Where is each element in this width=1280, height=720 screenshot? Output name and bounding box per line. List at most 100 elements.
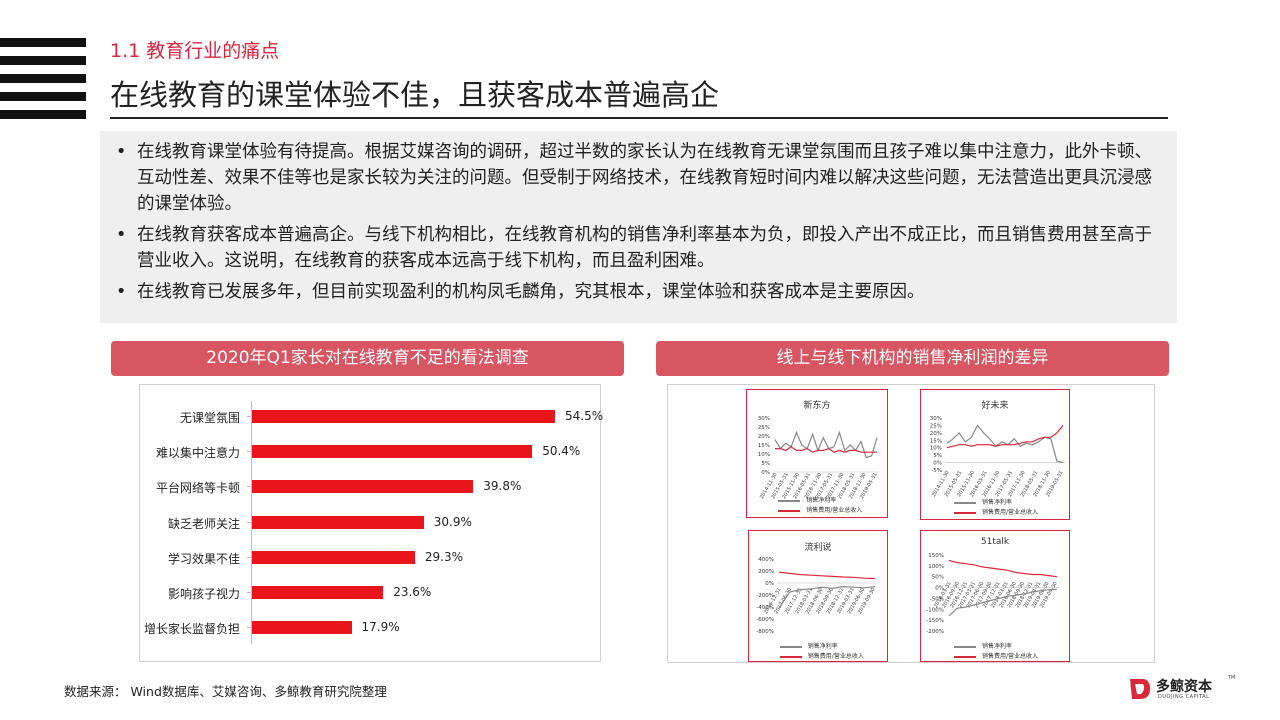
legend-label: 销售净利率 bbox=[806, 497, 837, 504]
decor-stripe bbox=[0, 38, 86, 47]
y-tick-label: 20% bbox=[930, 431, 942, 437]
bar-axis-tick bbox=[247, 451, 252, 453]
legend-item: 销售净利率 bbox=[954, 497, 1012, 506]
bar-value-label: 50.4% bbox=[542, 444, 581, 459]
decor-stripe bbox=[0, 74, 86, 83]
line-chart-svg: 30%25%20%15%10%5%0%-5%2014-11-302015-05-… bbox=[930, 416, 1065, 498]
bar-category-label: 缺乏老师关注 bbox=[167, 516, 240, 531]
legend-swatch bbox=[779, 645, 802, 648]
y-tick-label: 15% bbox=[758, 443, 770, 449]
line-chart-svg: 30%25%20%15%10%5%0%2014-11-302015-05-312… bbox=[758, 416, 879, 500]
y-tick-label: 0% bbox=[933, 461, 942, 467]
y-tick-label: -5% bbox=[931, 468, 942, 474]
legend-swatch bbox=[778, 509, 801, 512]
bar-category-label: 平台网络等卡顿 bbox=[155, 481, 240, 496]
legend-item: 销售净利率 bbox=[779, 641, 838, 650]
y-tick-label: -600% bbox=[756, 617, 774, 623]
bar-category-label: 难以集中注意力 bbox=[155, 446, 240, 461]
bar-axis-tick bbox=[247, 486, 252, 488]
bar bbox=[252, 410, 555, 423]
y-tick-label: -150% bbox=[926, 618, 944, 624]
bullet-item: • 在线教育课堂体验有待提高。根据艾媒咨询的调研，超过半数的家长认为在线教育无课… bbox=[110, 139, 1167, 217]
y-tick-label: -100% bbox=[926, 607, 944, 613]
line-chart-51talk: 51talk 150% 100% 50% 0% -50% -100% -150% -200% 2… bbox=[920, 530, 1070, 662]
company-logo: 多鲸资本 DUOJING CAPITAL TM bbox=[1128, 675, 1240, 702]
y-tick-label: -50% bbox=[930, 596, 944, 602]
bullet-text: 在线教育课堂体验有待提高。根据艾媒咨询的调研，超过半数的家长认为在线教育无课堂氛… bbox=[137, 142, 1152, 214]
bar bbox=[252, 515, 424, 529]
bullet-text: 在线教育已发展多年，但目前实现盈利的机构凤毛麟角，究其根本，课堂体验和获客成本是… bbox=[137, 282, 925, 302]
y-tick-label: -800% bbox=[756, 629, 774, 635]
section-label: 1.1 教育行业的痛点 bbox=[110, 40, 280, 62]
series-line bbox=[778, 585, 876, 609]
y-tick-label: 400% bbox=[758, 557, 774, 563]
y-tick-label: 0% bbox=[935, 586, 944, 592]
y-tick-label: 100% bbox=[928, 564, 944, 570]
y-tick-label: 200% bbox=[758, 569, 774, 575]
bar-axis-tick bbox=[247, 627, 252, 629]
bar-axis-tick bbox=[247, 521, 252, 523]
y-tick-label: 50% bbox=[932, 575, 944, 581]
bar bbox=[252, 480, 474, 494]
bar-category-label: 增长家长监督负担 bbox=[143, 622, 240, 637]
legend-label: 销售费用/营业总收入 bbox=[807, 653, 864, 660]
line-chart-xdf: 新东方 30% 25% 20% 15% 10% 5% 0% 2014-11-30 2015-05… bbox=[746, 389, 888, 518]
legend-item: 销售净利率 bbox=[954, 641, 1012, 650]
decor-stripe bbox=[0, 56, 86, 65]
legend-swatch bbox=[778, 499, 801, 502]
page-title: 在线教育的课堂体验不佳，且获客成本普遍高企 bbox=[110, 78, 720, 112]
bullet-text: 在线教育获客成本普遍高企。与线下机构相比，在线教育机构的销售净利率基本为负，即投… bbox=[137, 225, 1152, 271]
bar-value-label: 29.3% bbox=[424, 549, 464, 564]
y-tick-label: 25% bbox=[758, 425, 770, 431]
bar-value-label: 30.9% bbox=[433, 514, 472, 529]
y-tick-label: 0% bbox=[761, 470, 770, 476]
bar-category-label: 无课堂氛围 bbox=[179, 411, 240, 425]
bar bbox=[252, 586, 384, 599]
legend-item: 销售费用/营业总收入 bbox=[954, 651, 1038, 660]
line-chart-svg: 400%200%0%-200%-400%-600%-800%2016-12-31… bbox=[756, 557, 877, 635]
y-tick-label: -400% bbox=[756, 605, 774, 611]
legend-label: 销售净利率 bbox=[982, 499, 1013, 506]
left-panel-title: 2020年Q1家长对在线教育不足的看法调查 bbox=[111, 341, 624, 376]
bar-value-label: 17.9% bbox=[361, 620, 400, 635]
y-tick-label: -200% bbox=[756, 593, 774, 599]
legend-label: 销售净利率 bbox=[982, 643, 1013, 650]
bar-category-label: 影响孩子视力 bbox=[167, 587, 240, 601]
legend-label: 销售费用/营业总收入 bbox=[982, 509, 1039, 516]
legend-swatch bbox=[954, 501, 976, 504]
y-tick-label: 25% bbox=[930, 423, 942, 429]
line-chart-title: 51talk bbox=[980, 537, 1010, 547]
bar-axis-tick bbox=[247, 592, 252, 593]
series-line bbox=[948, 588, 1058, 617]
right-panel-title: 线上与线下机构的销售净利润的差异 bbox=[656, 341, 1169, 376]
line-chart-tal: 好未来 30% 25% 20% 15% 10% 5% 0% -5% 2014-11-30 2015… bbox=[920, 389, 1070, 520]
bar bbox=[252, 621, 352, 635]
bullet-dot-icon: • bbox=[116, 225, 127, 245]
legend-label: 销售费用/营业总收入 bbox=[982, 653, 1039, 660]
y-tick-label: 15% bbox=[930, 438, 942, 444]
legend-item: 销售费用/营业总收入 bbox=[778, 505, 862, 514]
bar-axis-tick bbox=[247, 556, 252, 558]
legend-swatch bbox=[954, 655, 976, 658]
bullet-dot-icon: • bbox=[116, 282, 127, 302]
legend-item: 销售费用/营业总收入 bbox=[779, 651, 864, 660]
line-chart-title: 流利说 bbox=[804, 543, 832, 553]
y-tick-label: -200% bbox=[926, 629, 944, 635]
y-tick-label: 10% bbox=[930, 446, 942, 452]
legend-swatch bbox=[779, 655, 802, 658]
y-tick-label: 30% bbox=[930, 416, 942, 422]
bar-value-label: 54.5% bbox=[565, 409, 604, 423]
line-chart-svg: 150%100%50%0%-50%-100%-150%-200%2016-03-… bbox=[926, 553, 1059, 635]
line-chart-title: 新东方 bbox=[803, 401, 831, 411]
y-tick-label: 10% bbox=[758, 452, 770, 458]
bullet-dot-icon: • bbox=[116, 142, 127, 162]
line-charts-box bbox=[667, 384, 1155, 663]
decor-stripe bbox=[0, 110, 86, 119]
bar bbox=[252, 445, 533, 459]
decor-stripe bbox=[0, 92, 86, 101]
series-line bbox=[948, 559, 1058, 578]
y-tick-label: 150% bbox=[928, 553, 944, 559]
series-line bbox=[946, 424, 1064, 464]
bar-value-label: 23.6% bbox=[393, 585, 432, 599]
